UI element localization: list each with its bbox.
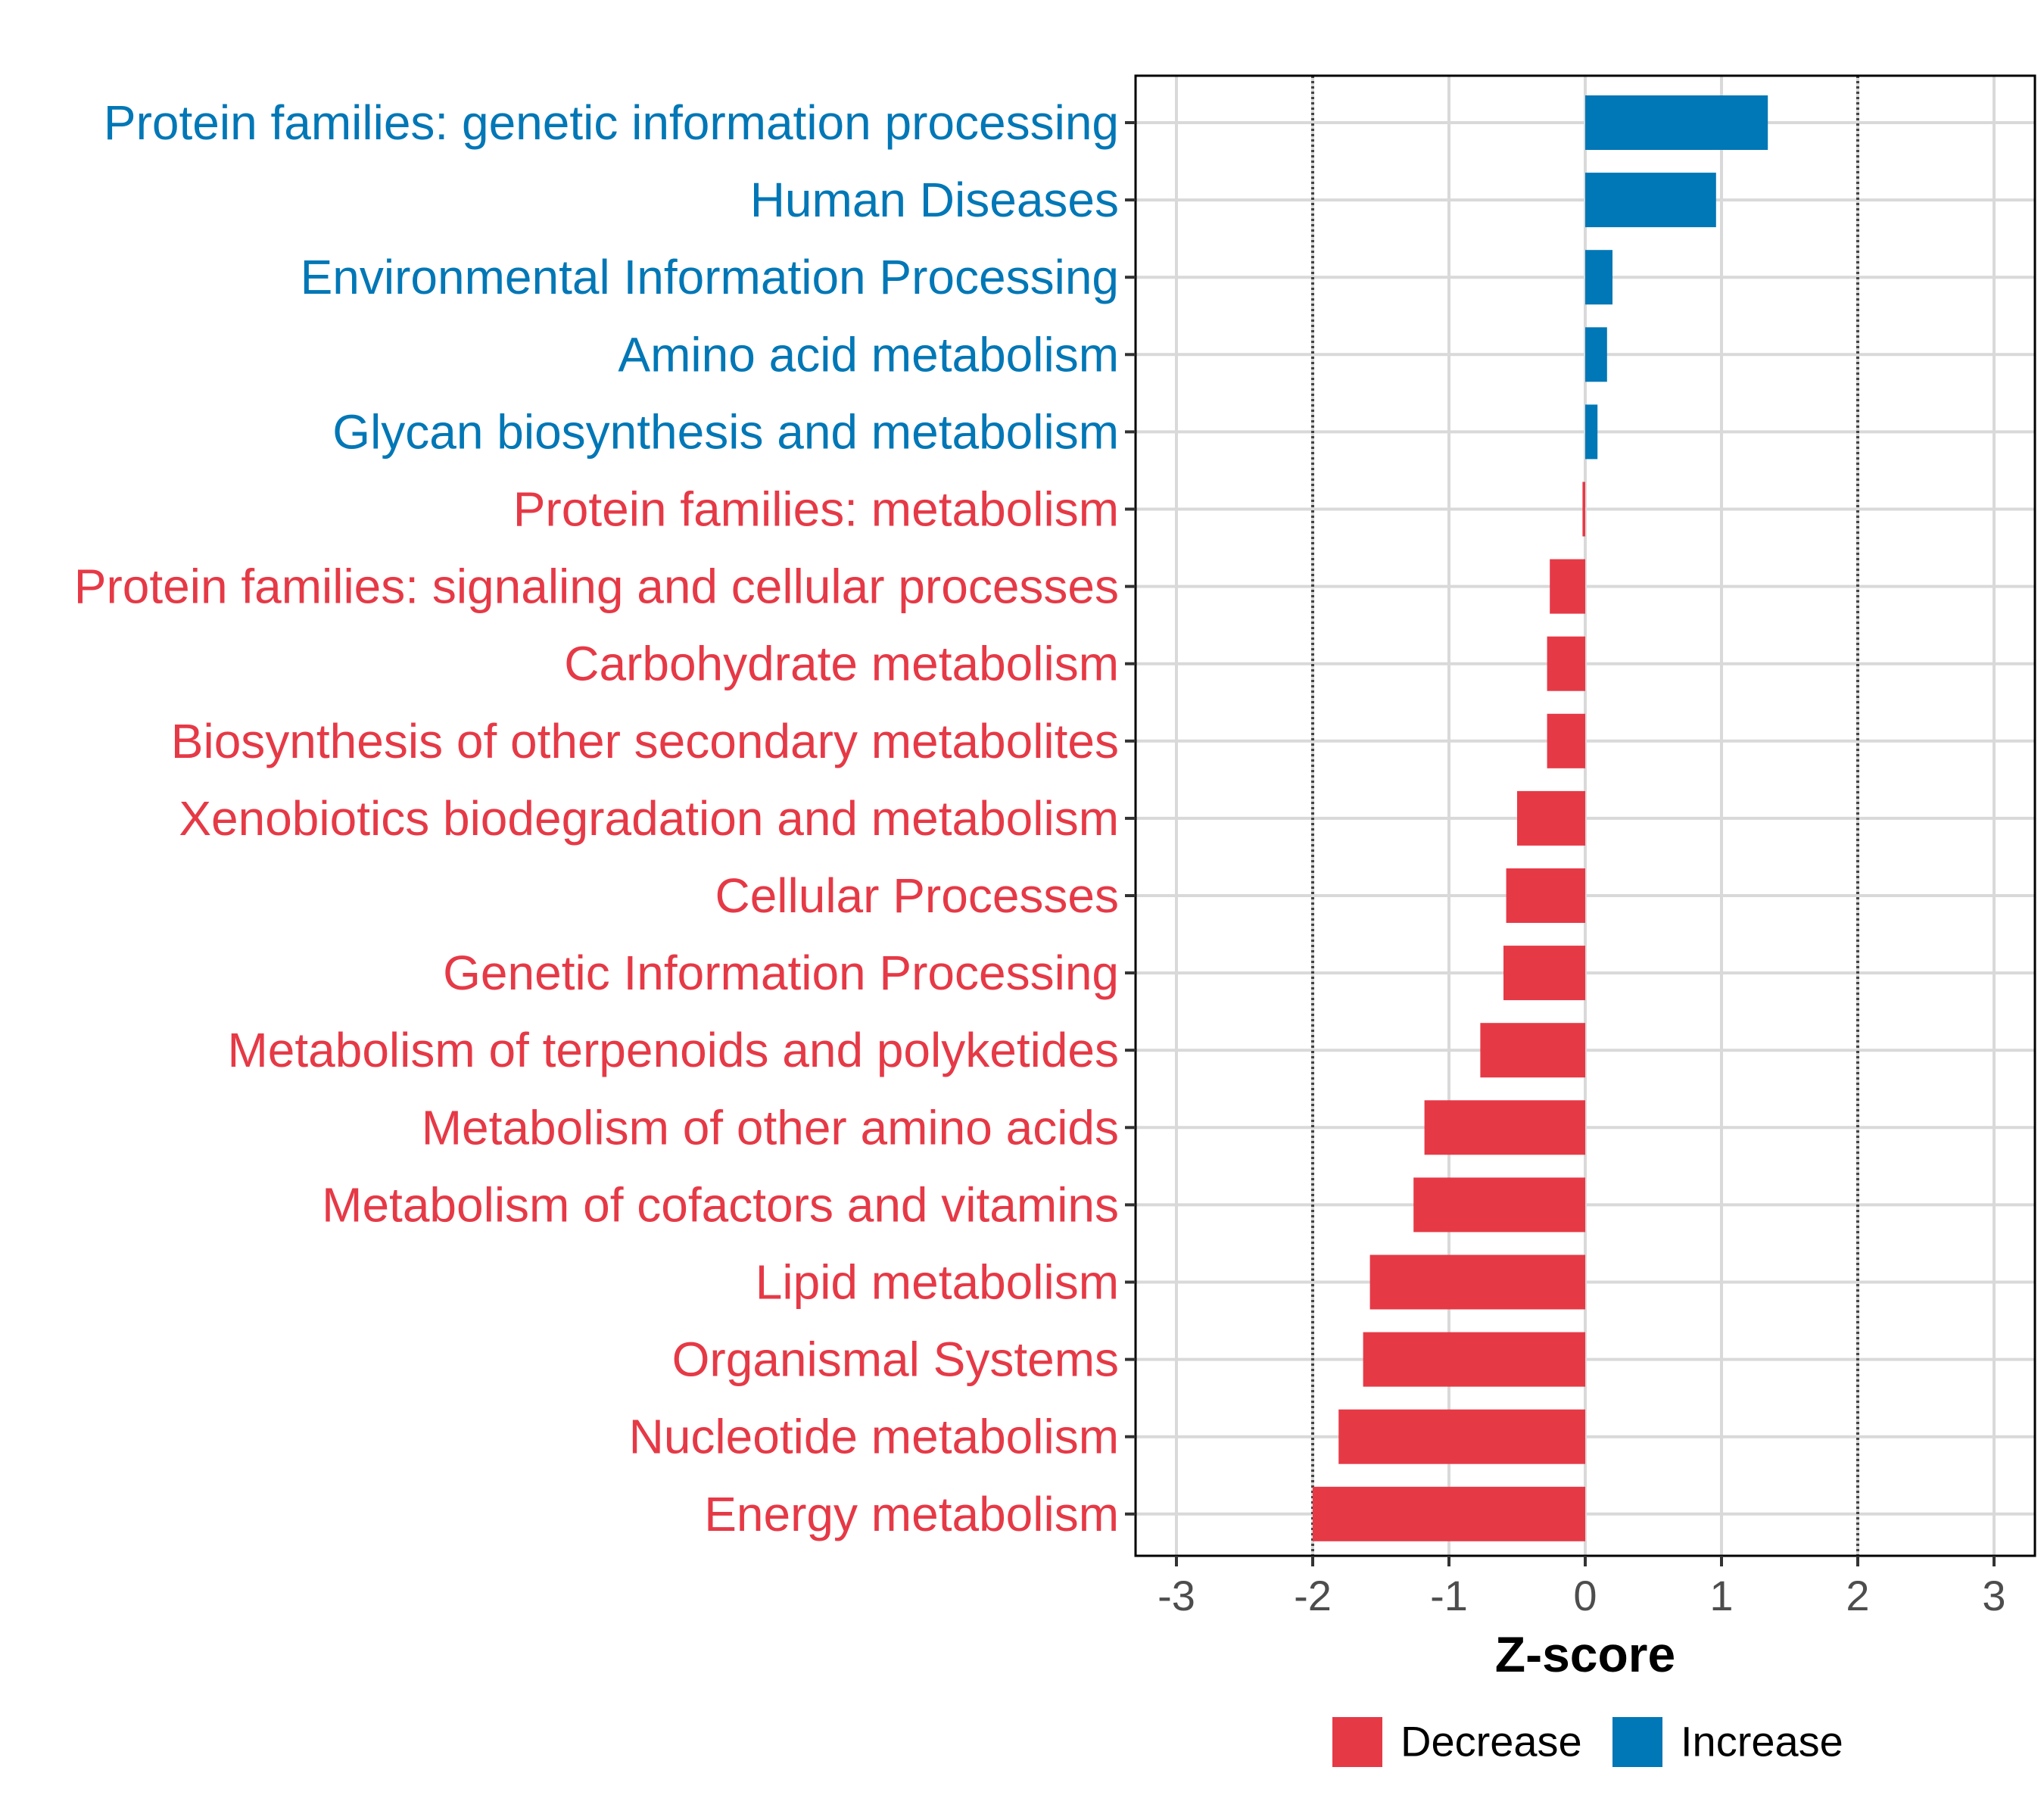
bar <box>1424 1100 1585 1155</box>
bar <box>1413 1177 1585 1233</box>
category-label: Protein families: genetic information pr… <box>104 95 1119 150</box>
bar <box>1369 1254 1585 1310</box>
x-tick-label: 0 <box>1573 1572 1597 1619</box>
category-label: Genetic Information Processing <box>443 946 1119 1000</box>
y-axis: Protein families: genetic information pr… <box>74 95 1136 1541</box>
legend-swatch <box>1332 1717 1382 1767</box>
category-label: Glycan biosynthesis and metabolism <box>332 404 1119 459</box>
bar <box>1550 559 1585 614</box>
x-tick-label: 2 <box>1846 1572 1869 1619</box>
bar <box>1480 1023 1585 1078</box>
bar <box>1338 1409 1585 1464</box>
legend-label: Decrease <box>1401 1718 1582 1766</box>
bar <box>1585 404 1598 460</box>
category-label: Lipid metabolism <box>756 1255 1119 1310</box>
category-label: Amino acid metabolism <box>618 327 1119 382</box>
bar <box>1585 173 1716 228</box>
category-label: Nucleotide metabolism <box>629 1410 1119 1464</box>
legend: Decrease Increase <box>1332 1717 1843 1767</box>
bar <box>1585 327 1607 382</box>
category-label: Human Diseases <box>750 173 1119 227</box>
category-label: Cellular Processes <box>715 868 1119 923</box>
x-tick-label: -3 <box>1158 1572 1195 1619</box>
bars <box>1313 95 1768 1541</box>
bar <box>1547 636 1585 691</box>
x-axis-title: Z-score <box>1495 1626 1675 1682</box>
category-label: Protein families: signaling and cellular… <box>74 559 1119 614</box>
category-label: Metabolism of terpenoids and polyketides <box>227 1023 1119 1077</box>
x-tick-label: -2 <box>1294 1572 1332 1619</box>
bar <box>1503 946 1585 1001</box>
category-label: Organismal Systems <box>672 1332 1119 1387</box>
category-label: Metabolism of other amino acids <box>422 1100 1119 1155</box>
bar <box>1363 1332 1585 1387</box>
bar <box>1585 250 1612 305</box>
bar <box>1547 713 1585 768</box>
bar <box>1506 868 1585 923</box>
bar <box>1517 790 1585 846</box>
bar <box>1313 1486 1585 1541</box>
category-label: Carbohydrate metabolism <box>564 637 1119 691</box>
legend-label: Increase <box>1681 1718 1843 1766</box>
bar <box>1585 95 1768 150</box>
category-label: Metabolism of cofactors and vitamins <box>322 1177 1119 1232</box>
x-tick-label: 3 <box>1982 1572 2005 1619</box>
category-label: Environmental Information Processing <box>301 250 1119 304</box>
category-label: Protein families: metabolism <box>513 482 1119 537</box>
x-axis: -3 -2 -1 0 1 2 3 <box>1158 1556 2006 1619</box>
x-tick-label: 1 <box>1709 1572 1733 1619</box>
x-tick-label: -1 <box>1430 1572 1468 1619</box>
category-label: Biosynthesis of other secondary metaboli… <box>171 714 1119 768</box>
bar <box>1582 482 1585 537</box>
legend-swatch <box>1612 1717 1662 1767</box>
category-label: Xenobiotics biodegradation and metabolis… <box>179 791 1119 846</box>
category-label: Energy metabolism <box>704 1487 1119 1541</box>
